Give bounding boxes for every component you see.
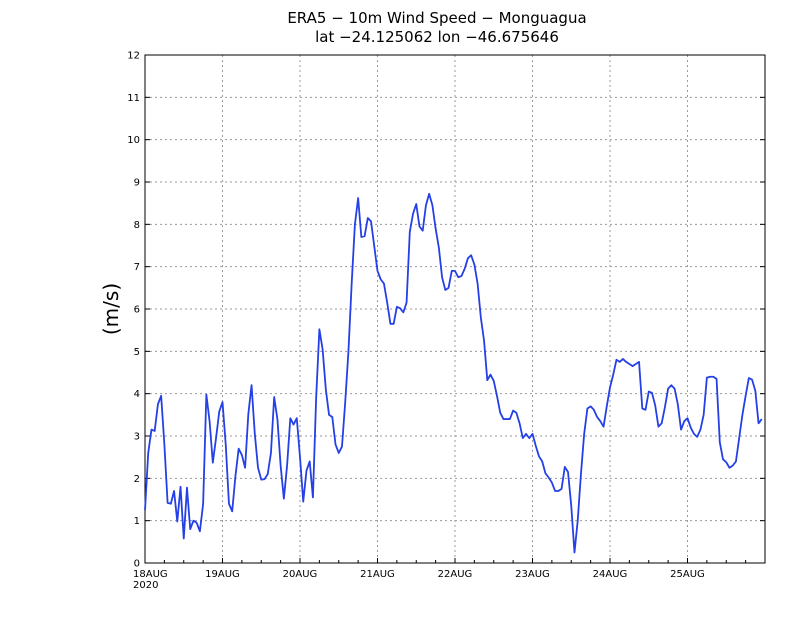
y-tick-label: 7 — [134, 262, 140, 273]
x-tick-label: 24AUG — [593, 569, 628, 580]
y-tick-label: 2 — [134, 474, 140, 485]
x-tick-label: 25AUG — [670, 569, 705, 580]
y-tick-label: 12 — [127, 51, 140, 62]
y-tick-label: 9 — [134, 178, 140, 189]
x-tick-sublabel: 2020 — [133, 580, 158, 591]
y-tick-label: 6 — [134, 305, 140, 316]
y-tick-label: 0 — [134, 559, 140, 570]
chart-title: ERA5 − 10m Wind Speed − Monguagua — [287, 9, 586, 27]
y-tick-label: 8 — [134, 220, 140, 231]
grid-lines — [145, 55, 765, 563]
y-tick-label: 10 — [127, 135, 140, 146]
wind-speed-line — [144, 192, 763, 554]
y-tick-label: 3 — [134, 432, 140, 443]
y-tick-label: 4 — [134, 389, 140, 400]
chart-subtitle: lat −24.125062 lon −46.675646 — [315, 28, 559, 46]
x-tick-label: 22AUG — [438, 569, 473, 580]
y-tick-label: 1 — [134, 516, 140, 527]
x-tick-label: 19AUG — [205, 569, 240, 580]
y-tick-label: 11 — [127, 93, 140, 104]
x-tick-label: 18AUG — [133, 569, 168, 580]
x-tick-label: 21AUG — [360, 569, 395, 580]
x-tick-label: 23AUG — [515, 569, 550, 580]
x-tick-label: 20AUG — [283, 569, 318, 580]
y-axis-label: (m/s) — [99, 283, 123, 335]
y-tick-label: 5 — [134, 347, 140, 358]
series-layer — [144, 192, 763, 554]
